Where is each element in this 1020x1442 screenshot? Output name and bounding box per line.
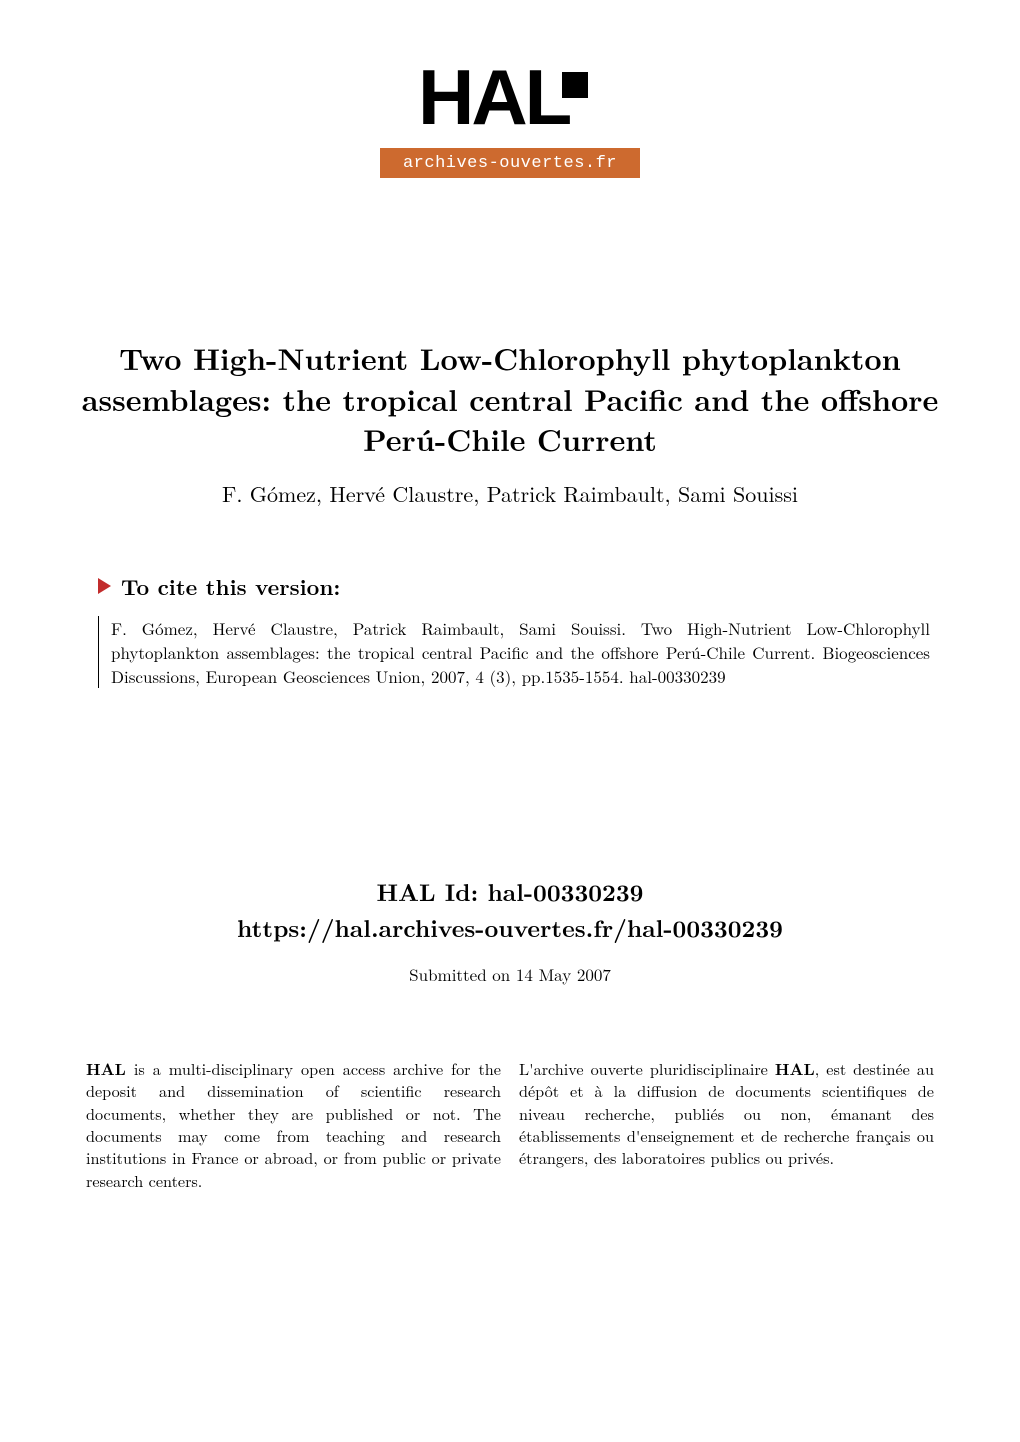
logo-l-square: [562, 72, 588, 98]
col-left-bold: HAL: [86, 1057, 126, 1080]
column-right: L'archive ouverte pluridisciplinaire HAL…: [519, 1058, 934, 1192]
logo-area: HAL archives-ouvertes.fr: [0, 0, 1020, 208]
paper-authors: F. Gómez, Hervé Claustre, Patrick Raimba…: [78, 478, 942, 509]
submitted-date: Submitted on 14 May 2007: [0, 962, 1020, 986]
hal-url: https://hal.archives-ouvertes.fr/hal-003…: [0, 910, 1020, 946]
cite-block: To cite this version: F. Gómez, Hervé Cl…: [0, 571, 1020, 688]
paper-title: Two High-Nutrient Low-Chlorophyll phytop…: [78, 338, 942, 460]
logo-tagline: archives-ouvertes.fr: [380, 148, 640, 178]
triangle-icon: [98, 578, 111, 594]
description-columns: HAL is a multi-disciplinary open access …: [0, 1058, 1020, 1192]
title-block: Two High-Nutrient Low-Chlorophyll phytop…: [0, 338, 1020, 509]
halid-block: HAL Id: hal-00330239 https://hal.archive…: [0, 874, 1020, 986]
logo-wordmark: HAL: [418, 52, 569, 143]
cite-body: F. Gómez, Hervé Claustre, Patrick Raimba…: [98, 616, 930, 688]
hal-id: HAL Id: hal-00330239: [0, 874, 1020, 910]
col-left-text: is a multi-disciplinary open access arch…: [86, 1057, 501, 1192]
col-right-pre: L'archive ouverte pluridisciplinaire: [519, 1057, 775, 1080]
hal-logo: HAL archives-ouvertes.fr: [380, 58, 640, 208]
col-right-bold: HAL: [775, 1057, 815, 1080]
column-left: HAL is a multi-disciplinary open access …: [86, 1058, 501, 1192]
cite-heading-text: To cite this version:: [121, 571, 340, 602]
cite-heading: To cite this version:: [98, 571, 930, 602]
